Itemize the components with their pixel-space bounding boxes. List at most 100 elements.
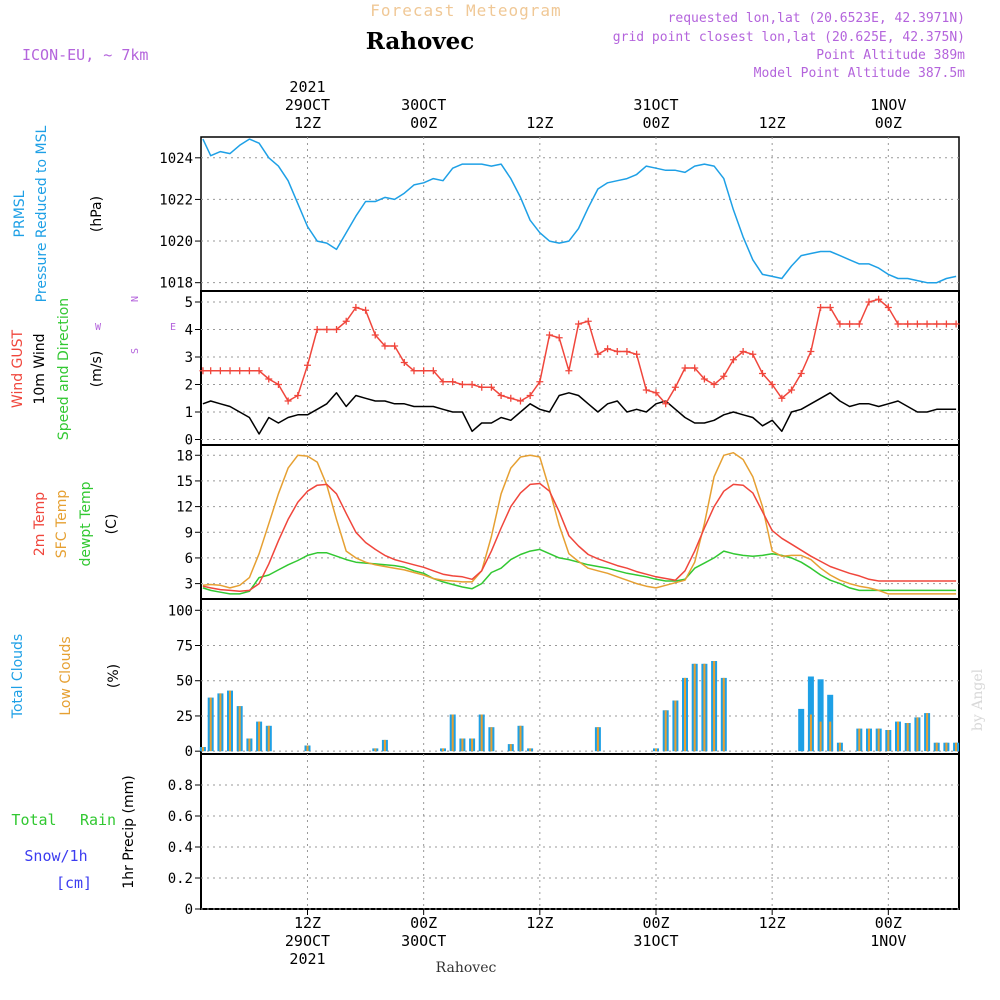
low-cloud-bar (955, 742, 958, 752)
y-tick-label: 0 (185, 433, 193, 449)
low-cloud-bar (858, 728, 861, 752)
gust-point-marker (555, 334, 563, 342)
tick-labels: 1018102010221024012345369121518025507510… (159, 78, 906, 968)
y-tick-label: 100 (168, 603, 193, 619)
panel-frame (200, 290, 960, 446)
gust-point-marker (671, 383, 679, 391)
gust-point-marker (749, 350, 757, 358)
precip-label-cm: [cm] (56, 874, 92, 892)
low-cloud-bar (877, 728, 880, 752)
gust-point-marker (700, 375, 708, 383)
gust-point-marker (371, 331, 379, 339)
precip-label-snow: Snow/1h (24, 847, 87, 865)
gust-point-marker (410, 367, 418, 375)
panel-frame (200, 444, 960, 600)
gust-point-marker (381, 342, 389, 350)
bottom-time-label: 00Z (875, 914, 902, 932)
gust-point-marker (507, 394, 515, 402)
low-cloud-bar (529, 748, 532, 752)
gust-point-marker (797, 370, 805, 377)
panel-frame (200, 598, 960, 755)
gust-point-marker (923, 320, 931, 328)
gust-point-marker (788, 386, 796, 394)
bottom-time-label: 30OCT (401, 932, 446, 950)
gust-point-marker (884, 304, 892, 311)
gust-point-marker (236, 367, 244, 375)
y-tick-label: 3 (185, 577, 193, 593)
top-time-label: 1NOV (870, 96, 906, 114)
gust-point-marker (691, 364, 699, 372)
low-cloud-bar (838, 742, 841, 752)
gust-point-marker (855, 320, 863, 328)
gust-point-marker (226, 367, 234, 375)
gust-point-marker (758, 370, 766, 377)
info-line-requested: requested lon,lat (20.6523E, 42.3971N) (668, 11, 965, 26)
temp-label-sfc: SFC Temp (54, 490, 70, 559)
gust-point-marker (420, 367, 428, 375)
bottom-time-label: 12Z (759, 914, 786, 932)
gust-point-marker (565, 367, 573, 375)
gust-point-marker (516, 397, 524, 405)
gust-point-marker (478, 383, 486, 391)
gust-point-marker (584, 317, 592, 325)
low-cloud-bar (926, 713, 929, 752)
info-line-altitude: Point Altitude 389m (816, 48, 965, 63)
low-cloud-bar (383, 739, 386, 752)
gust-point-marker (604, 345, 612, 353)
top-time-label: 29OCT (285, 96, 330, 114)
gust-point-marker (333, 326, 341, 333)
sfc-temp-line (202, 451, 957, 595)
compass-west: W (95, 322, 102, 333)
gust-point-marker (439, 378, 447, 386)
y-tick-label: 1024 (159, 151, 193, 167)
y-tick-label: 1022 (159, 192, 193, 208)
wind-gust-line (202, 298, 957, 405)
data-layer (199, 138, 960, 910)
gust-point-marker (894, 320, 902, 328)
top-time-label: 00Z (875, 114, 902, 132)
y-tick-label: 2 (185, 378, 193, 394)
y-tick-label: 1 (185, 405, 193, 421)
gust-point-marker (594, 350, 602, 358)
gust-point-marker (933, 320, 941, 328)
gust-point-marker (826, 304, 834, 311)
cloud-label-low: Low Clouds (58, 636, 74, 715)
low-cloud-bar (935, 742, 938, 752)
low-cloud-bar (703, 663, 706, 752)
bottom-time-label: 31OCT (633, 932, 678, 950)
gust-point-marker (342, 317, 350, 325)
gust-point-marker (536, 378, 544, 386)
low-cloud-bar (868, 728, 870, 752)
gust-point-marker (875, 295, 883, 303)
low-cloud-bar (916, 717, 919, 752)
gust-point-marker (352, 304, 360, 311)
y-tick-label: 0 (185, 744, 193, 760)
low-cloud-bar (258, 721, 261, 752)
low-cloud-bar (693, 663, 696, 752)
low-cloud-bar (229, 690, 231, 752)
y-tick-label: 50 (176, 674, 193, 690)
low-cloud-bar (674, 700, 677, 752)
low-cloud-bar (509, 744, 512, 752)
gust-point-marker (497, 392, 505, 399)
y-tick-label: 15 (176, 474, 193, 490)
y-tick-label: 0.6 (168, 809, 193, 825)
low-cloud-bar (819, 721, 822, 752)
total-cloud-bar (798, 708, 805, 752)
gust-point-marker (778, 394, 786, 402)
gust-point-marker (739, 348, 747, 355)
temp-label-unit: (C) (104, 514, 120, 535)
bottom-time-label: 12Z (294, 914, 321, 932)
low-cloud-bar (596, 727, 599, 752)
low-cloud-bar (887, 730, 890, 752)
top-time-label: 12Z (759, 114, 786, 132)
gust-point-marker (836, 320, 844, 328)
y-tick-label: 12 (176, 500, 193, 516)
low-cloud-bar (267, 725, 270, 752)
footer-label: Rahovec (436, 960, 497, 976)
gust-point-marker (575, 320, 583, 328)
gust-point-marker (526, 392, 534, 399)
gust-point-marker (265, 375, 273, 383)
gust-point-marker (294, 392, 302, 399)
pressure-label-msl: Pressure Reduced to MSL (34, 125, 50, 302)
